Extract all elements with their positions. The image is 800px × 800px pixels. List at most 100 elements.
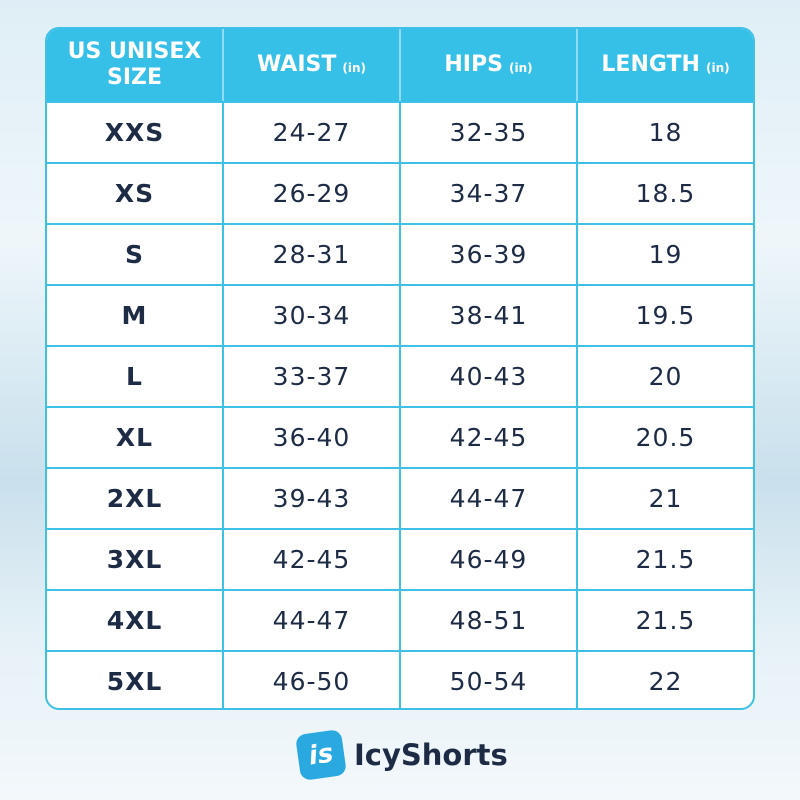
brand: is IcyShorts (295, 729, 508, 781)
table-cell: 42-45 (222, 530, 399, 589)
table-row: 2XL 39-43 44-47 21 (47, 467, 753, 528)
table-row: 5XL 46-50 50-54 22 (47, 650, 753, 708)
cell-text: 2XL (106, 484, 163, 513)
table-row: L 33-37 40-43 20 (47, 345, 753, 406)
table-cell: 20 (576, 347, 753, 406)
brand-name: IcyShorts (354, 738, 508, 772)
table-cell: 38-41 (399, 286, 576, 345)
header-unit: (in) (342, 61, 366, 75)
cell-text: 19.5 (635, 301, 696, 330)
table-cell: 24-27 (222, 103, 399, 162)
cell-text: 21.5 (635, 606, 696, 635)
header-unit: (in) (705, 61, 730, 75)
cell-text: M (121, 301, 148, 330)
cell-text: 18 (648, 118, 683, 147)
cell-text: 46-49 (449, 545, 528, 574)
table-cell: 20.5 (576, 408, 753, 467)
table-cell: 42-45 (399, 408, 576, 467)
table-cell: 36-40 (222, 408, 399, 467)
table-cell: L (47, 347, 222, 406)
cell-text: S (124, 240, 144, 269)
cell-text: 18.5 (635, 179, 696, 208)
table-cell: 48-51 (399, 591, 576, 650)
cell-text: 44-47 (272, 606, 351, 635)
header-label: US UNISEX SIZE (67, 39, 202, 90)
size-table: US UNISEX SIZE WAIST (in) HIPS (in) LENGTH (in… (45, 27, 755, 710)
table-cell: 18 (576, 103, 753, 162)
table-cell: S (47, 225, 222, 284)
table-cell: 18.5 (576, 164, 753, 223)
table-cell: 21.5 (576, 591, 753, 650)
table-row: XXS 24-27 32-35 18 (47, 101, 753, 162)
table-row: XL 36-40 42-45 20.5 (47, 406, 753, 467)
header-label: LENGTH (601, 52, 700, 77)
header-label: HIPS (444, 52, 503, 77)
cell-text: 38-41 (449, 301, 528, 330)
table-cell: 46-50 (222, 652, 399, 708)
cell-text: XL (115, 423, 154, 452)
cell-text: 40-43 (449, 362, 528, 391)
cell-text: 36-39 (449, 240, 528, 269)
table-cell: 50-54 (399, 652, 576, 708)
cell-text: 21 (648, 484, 683, 513)
header-cell: LENGTH (in) (576, 29, 753, 101)
cell-text: 20 (648, 362, 683, 391)
table-cell: XXS (47, 103, 222, 162)
table-cell: 22 (576, 652, 753, 708)
table-cell: 19.5 (576, 286, 753, 345)
brand-logo: is (295, 729, 347, 781)
cell-text: XS (114, 179, 155, 208)
cell-text: 44-47 (449, 484, 528, 513)
header-unit: (in) (508, 61, 533, 75)
table-cell: 21.5 (576, 530, 753, 589)
cell-text: 4XL (106, 606, 163, 635)
table-row: 3XL 42-45 46-49 21.5 (47, 528, 753, 589)
table-cell: 28-31 (222, 225, 399, 284)
table-cell: 26-29 (222, 164, 399, 223)
cell-text: 33-37 (272, 362, 351, 391)
header-row: US UNISEX SIZE WAIST (in) HIPS (in) LENGTH (in… (47, 29, 753, 101)
cell-text: 19 (648, 240, 683, 269)
table-cell: 3XL (47, 530, 222, 589)
table-cell: XS (47, 164, 222, 223)
table-row: M 30-34 38-41 19.5 (47, 284, 753, 345)
table-cell: XL (47, 408, 222, 467)
header-cell: HIPS (in) (399, 29, 576, 101)
table-row: XS 26-29 34-37 18.5 (47, 162, 753, 223)
cell-text: 39-43 (272, 484, 351, 513)
table-cell: 32-35 (399, 103, 576, 162)
cell-text: 36-40 (272, 423, 351, 452)
cell-text: 20.5 (635, 423, 696, 452)
cell-text: 46-50 (272, 667, 351, 696)
cell-text: 50-54 (449, 667, 528, 696)
cell-text: 32-35 (449, 118, 528, 147)
table-cell: M (47, 286, 222, 345)
table-cell: 46-49 (399, 530, 576, 589)
cell-text: 22 (648, 667, 683, 696)
table-cell: 40-43 (399, 347, 576, 406)
table-cell: 44-47 (222, 591, 399, 650)
cell-text: XXS (104, 118, 165, 147)
header-cell: US UNISEX SIZE (47, 29, 222, 101)
table-cell: 36-39 (399, 225, 576, 284)
table-cell: 44-47 (399, 469, 576, 528)
table-cell: 2XL (47, 469, 222, 528)
cell-text: 42-45 (449, 423, 528, 452)
table-cell: 5XL (47, 652, 222, 708)
table-cell: 39-43 (222, 469, 399, 528)
cell-text: L (126, 362, 143, 391)
cell-text: 28-31 (272, 240, 351, 269)
table-cell: 30-34 (222, 286, 399, 345)
cell-text: 3XL (106, 545, 163, 574)
table-cell: 4XL (47, 591, 222, 650)
cell-text: 48-51 (449, 606, 528, 635)
cell-text: 5XL (106, 667, 163, 696)
table-cell: 19 (576, 225, 753, 284)
cell-text: 26-29 (272, 179, 351, 208)
table-cell: 33-37 (222, 347, 399, 406)
cell-text: 30-34 (272, 301, 351, 330)
cell-text: 24-27 (272, 118, 351, 147)
table-row: 4XL 44-47 48-51 21.5 (47, 589, 753, 650)
header-cell: WAIST (in) (222, 29, 399, 101)
